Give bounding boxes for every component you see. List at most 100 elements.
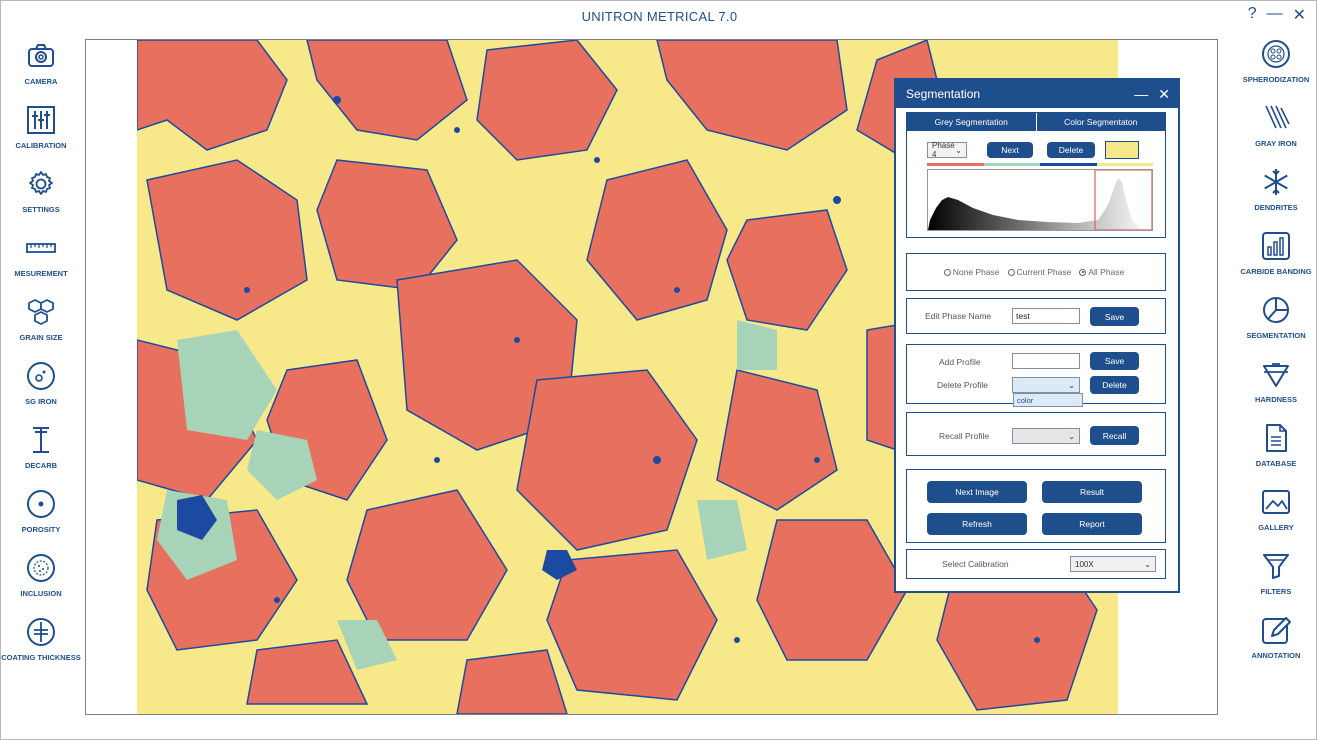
sg-iron-icon: [24, 359, 58, 393]
hardness-icon: [1259, 357, 1293, 391]
window-controls: ? — ✕: [1248, 5, 1306, 25]
segmentation-panel: Grey Segmentation Color Segmentaton Phas…: [906, 112, 1166, 238]
tool-filters[interactable]: FILTERS: [1236, 549, 1316, 613]
recall-profile-select[interactable]: ⌄: [1012, 428, 1080, 444]
actions-section: Next Image Result Refresh Report: [906, 469, 1166, 543]
tool-database[interactable]: DATABASE: [1236, 421, 1316, 485]
next-phase-button[interactable]: Next: [987, 142, 1033, 158]
gear-icon: [24, 167, 58, 201]
histogram[interactable]: [927, 169, 1153, 231]
delete-profile-label: Delete Profile: [937, 380, 989, 390]
save-profile-button[interactable]: Save: [1090, 352, 1139, 370]
radio-dot-selected: [1079, 268, 1087, 276]
right-toolbar: SPHERODIZATION GRAY IRON DENDRITES CARBI…: [1236, 37, 1316, 677]
save-phase-name-button[interactable]: Save: [1090, 307, 1139, 326]
gallery-icon: [1259, 485, 1293, 519]
pie-chart-icon: [1259, 293, 1293, 327]
phase-color-bar: [927, 163, 1153, 166]
phase-display-options: None Phase Current Phase All Phase: [906, 253, 1166, 291]
tool-label: POROSITY: [21, 525, 61, 534]
tool-decarb[interactable]: DECARB: [1, 423, 81, 487]
chevron-down-icon: ⌄: [1068, 380, 1075, 390]
image-viewport[interactable]: [85, 39, 1218, 715]
report-button[interactable]: Report: [1042, 513, 1142, 535]
segmented-micrograph[interactable]: [137, 40, 1118, 714]
tab-color-segmentation[interactable]: Color Segmentaton: [1036, 113, 1165, 131]
document-icon: [1259, 421, 1293, 455]
radio-current-phase[interactable]: Current Phase: [1007, 267, 1072, 277]
tab-grey-segmentation[interactable]: Grey Segmentation: [907, 113, 1037, 131]
calibration-select[interactable]: 100X ⌄: [1070, 556, 1156, 572]
tool-label: DENDRITES: [1254, 203, 1298, 212]
tool-label: GALLERY: [1258, 523, 1294, 532]
add-profile-input[interactable]: [1012, 353, 1080, 369]
tool-label: DATABASE: [1255, 459, 1297, 468]
tool-measurement[interactable]: MESUREMENT: [1, 231, 81, 295]
edit-phase-name-label: Edit Phase Name: [925, 311, 992, 321]
tool-label: HARDNESS: [1254, 395, 1298, 404]
tool-settings[interactable]: SETTINGS: [1, 167, 81, 231]
help-icon[interactable]: ?: [1247, 5, 1257, 22]
tool-annotation[interactable]: ANNOTATION: [1236, 613, 1316, 677]
tool-sg-iron[interactable]: SG IRON: [1, 359, 81, 423]
phase-color-swatch[interactable]: [1105, 141, 1139, 159]
tool-grain-size[interactable]: GRAIN SIZE: [1, 295, 81, 359]
delete-phase-button[interactable]: Delete: [1047, 142, 1095, 158]
inclusion-icon: [24, 551, 58, 585]
tool-label: SPHERODIZATION: [1242, 75, 1310, 84]
ruler-icon: [24, 231, 58, 265]
tool-calibration[interactable]: CALIBRATION: [1, 103, 81, 167]
dialog-close-icon[interactable]: ✕: [1158, 85, 1170, 102]
coating-icon: [24, 615, 58, 649]
recall-profile-section: Recall Profile ⌄ Recall: [906, 412, 1166, 456]
tool-gray-iron[interactable]: GRAY IRON: [1236, 101, 1316, 165]
tool-label: ANNOTATION: [1251, 651, 1301, 660]
radio-all-phase[interactable]: All Phase: [1079, 267, 1124, 277]
dialog-minimize-icon[interactable]: —: [1134, 85, 1149, 102]
tool-coating-thickness[interactable]: COATING THICKNESS: [1, 615, 81, 679]
radio-none-phase[interactable]: None Phase: [943, 267, 1000, 277]
porosity-icon: [24, 487, 58, 521]
tool-spherodization[interactable]: SPHERODIZATION: [1236, 37, 1316, 101]
tool-label: SETTINGS: [22, 205, 60, 214]
tool-label: INCLUSION: [20, 589, 62, 598]
dialog-title: Segmentation: [906, 87, 981, 101]
tool-carbide-banding[interactable]: CARBIDE BANDING: [1236, 229, 1316, 293]
radio-label: Current Phase: [1016, 267, 1072, 277]
phase-select[interactable]: Phase 4 ⌄: [927, 141, 967, 159]
tool-gallery[interactable]: GALLERY: [1236, 485, 1316, 549]
tool-dendrites[interactable]: DENDRITES: [1236, 165, 1316, 229]
tool-hardness[interactable]: HARDNESS: [1236, 357, 1316, 421]
left-toolbar: CAMERA CALIBRATION SETTINGS MESUREMENT G…: [1, 39, 81, 679]
phase-select-value: Phase 4: [932, 141, 955, 159]
phase-name-input[interactable]: test: [1012, 308, 1080, 324]
tool-porosity[interactable]: POROSITY: [1, 487, 81, 551]
tool-label: CAMERA: [24, 77, 58, 86]
tool-label: SG IRON: [25, 397, 57, 406]
minimize-icon[interactable]: —: [1266, 5, 1283, 22]
dialog-titlebar[interactable]: Segmentation — ✕: [896, 80, 1178, 108]
recall-button[interactable]: Recall: [1090, 426, 1139, 445]
app-title: UNITRON METRICAL 7.0: [581, 9, 738, 24]
select-calibration-label: Select Calibration: [942, 559, 1009, 569]
tool-segmentation[interactable]: SEGMENTATION: [1236, 293, 1316, 357]
filter-icon: [1259, 549, 1293, 583]
radio-dot: [943, 268, 951, 276]
profile-section: Add Profile Save Delete Profile ⌄ Delete: [906, 344, 1166, 404]
close-icon[interactable]: ✕: [1292, 7, 1306, 24]
tool-label: FILTERS: [1260, 587, 1292, 596]
sliders-icon: [24, 103, 58, 137]
delete-profile-dropdown-item[interactable]: color: [1013, 393, 1083, 407]
next-image-button[interactable]: Next Image: [927, 481, 1027, 503]
gray-iron-icon: [1259, 101, 1293, 135]
delete-profile-button[interactable]: Delete: [1090, 376, 1139, 394]
delete-profile-select[interactable]: ⌄: [1012, 377, 1080, 393]
tool-inclusion[interactable]: INCLUSION: [1, 551, 81, 615]
refresh-button[interactable]: Refresh: [927, 513, 1027, 535]
result-button[interactable]: Result: [1042, 481, 1142, 503]
phase-controls: Phase 4 ⌄ Next Delete: [927, 141, 1153, 159]
tool-label: GRAIN SIZE: [19, 333, 63, 342]
radio-label: All Phase: [1088, 267, 1125, 277]
tool-camera[interactable]: CAMERA: [1, 39, 81, 103]
